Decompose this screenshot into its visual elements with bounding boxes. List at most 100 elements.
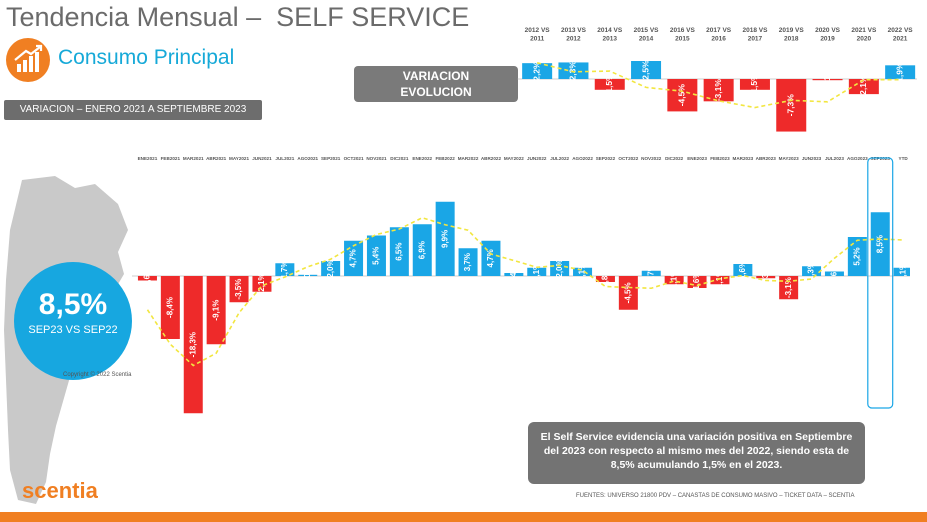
value-label: 2,2% xyxy=(531,61,541,81)
category-label: FEB2022 xyxy=(435,156,455,161)
bar xyxy=(183,276,203,414)
bar xyxy=(703,79,734,102)
value-label: -2,1% xyxy=(257,273,266,294)
value-label: -1,5% xyxy=(749,73,759,96)
value-label: -3,1% xyxy=(784,277,793,298)
value-label: 4,7% xyxy=(349,249,358,267)
commentary-box: El Self Service evidencia una variación … xyxy=(528,422,865,484)
category-label: 2015 VS 2014 xyxy=(634,27,660,43)
category-label: AGO2023 xyxy=(847,156,868,161)
value-label: -1,6% xyxy=(692,272,701,293)
trend-line xyxy=(536,62,901,109)
bar xyxy=(252,276,272,292)
brand-logo: scentia xyxy=(22,478,98,503)
category-label: MAR2021 xyxy=(183,156,204,161)
value-label: 5,2% xyxy=(852,247,861,265)
value-label: 2,3% xyxy=(568,61,578,81)
category-label: 2014 VS 2013 xyxy=(597,27,623,43)
value-label: 2,5% xyxy=(640,60,650,80)
bar xyxy=(870,212,890,276)
bar xyxy=(812,79,843,81)
category-label: OCT2021 xyxy=(344,156,364,161)
value-label: -2,1% xyxy=(858,75,868,98)
bar xyxy=(667,79,698,112)
bar xyxy=(412,224,432,276)
variation-label-line2: EVOLUCION xyxy=(400,85,472,99)
category-label: FEB2023 xyxy=(710,156,730,161)
category-label: 2021 VS 2020 xyxy=(851,27,877,43)
bar xyxy=(522,63,553,79)
bar xyxy=(595,276,615,282)
highlight-frame xyxy=(867,157,894,409)
page-title: Tendencia Mensual – SELF SERVICE xyxy=(6,2,470,32)
value-label: -4,5% xyxy=(623,282,632,303)
category-label: MAY2021 xyxy=(229,156,249,161)
category-label: NOV2021 xyxy=(366,156,387,161)
category-label: ENE2023 xyxy=(687,156,707,161)
value-label: 9,9% xyxy=(440,230,449,248)
value-label: -0,3% xyxy=(761,267,770,288)
bar xyxy=(776,79,807,132)
category-label: AGO2021 xyxy=(297,156,318,161)
value-label: -8,4% xyxy=(165,297,174,318)
value-label: -1,1% xyxy=(669,270,678,291)
bar xyxy=(641,270,661,276)
bar xyxy=(550,261,570,276)
bar xyxy=(631,61,662,79)
value-label: 1,1% xyxy=(578,263,587,281)
category-label: ABR2023 xyxy=(756,156,777,161)
category-label: JUN2022 xyxy=(527,156,547,161)
category-label: 2022 VS 2021 xyxy=(888,27,914,43)
bar xyxy=(848,79,879,95)
value-label: -0,6% xyxy=(143,268,152,289)
bottom-accent-bar xyxy=(0,512,927,522)
value-label: 1,6% xyxy=(738,261,747,279)
value-label: 0,0% xyxy=(303,266,312,284)
value-label: -18,3% xyxy=(188,332,197,357)
value-label: -3,1% xyxy=(713,79,723,102)
highlight-kpi: 8,5% SEP23 VS SEP22 xyxy=(14,262,132,380)
bar-chart-up-icon xyxy=(6,38,50,82)
bar xyxy=(137,276,157,281)
annual-variation-chart: 2012 VS 2011 2,2% 2013 VS 2012 2,3% 2014 VS 201… xyxy=(517,27,917,132)
value-label: -0,8% xyxy=(601,269,610,290)
category-label: AGO2022 xyxy=(572,156,593,161)
value-label: 0,7% xyxy=(646,264,655,282)
category-label: ENE2022 xyxy=(412,156,432,161)
value-label: -1,1% xyxy=(715,270,724,291)
value-label: 6,5% xyxy=(394,243,403,261)
bar xyxy=(594,79,625,90)
value-label: -4,5% xyxy=(677,84,687,107)
value-label: 1,9% xyxy=(894,62,904,82)
bar xyxy=(321,261,341,276)
value-label: 6,9% xyxy=(417,241,426,259)
category-label: JUN2021 xyxy=(252,156,272,161)
category-label: 2012 VS 2011 xyxy=(525,27,551,43)
value-label: 0,4% xyxy=(509,265,518,283)
category-label: MAY2023 xyxy=(779,156,799,161)
bar xyxy=(664,276,684,285)
category-label: MAY2022 xyxy=(504,156,524,161)
value-label: 3,7% xyxy=(463,253,472,271)
value-label: 1,7% xyxy=(280,261,289,279)
bar xyxy=(458,248,478,276)
bar xyxy=(739,79,770,90)
bar xyxy=(366,235,386,276)
copyright-text: Copyright © 2022 Scentia xyxy=(63,372,132,378)
bar xyxy=(885,65,916,79)
category-label: 2019 VS 2018 xyxy=(779,27,805,43)
sources-text: FUENTES: UNIVERSO 21800 PDV – CANASTAS D… xyxy=(576,493,855,499)
value-label: -3,5% xyxy=(234,279,243,300)
page-subtitle: Consumo Principal xyxy=(58,46,235,69)
variation-label: VARIACION EVOLUCION xyxy=(354,66,518,102)
category-label: ABR2022 xyxy=(481,156,502,161)
bar xyxy=(160,276,180,339)
bar xyxy=(275,263,295,276)
trend-line xyxy=(146,216,904,367)
bar xyxy=(298,274,318,276)
value-label: 4,7% xyxy=(486,249,495,267)
value-label: 1,3% xyxy=(807,262,816,280)
bar xyxy=(802,266,822,276)
category-label: OCT2022 xyxy=(618,156,638,161)
category-label: DIC2021 xyxy=(390,156,409,161)
